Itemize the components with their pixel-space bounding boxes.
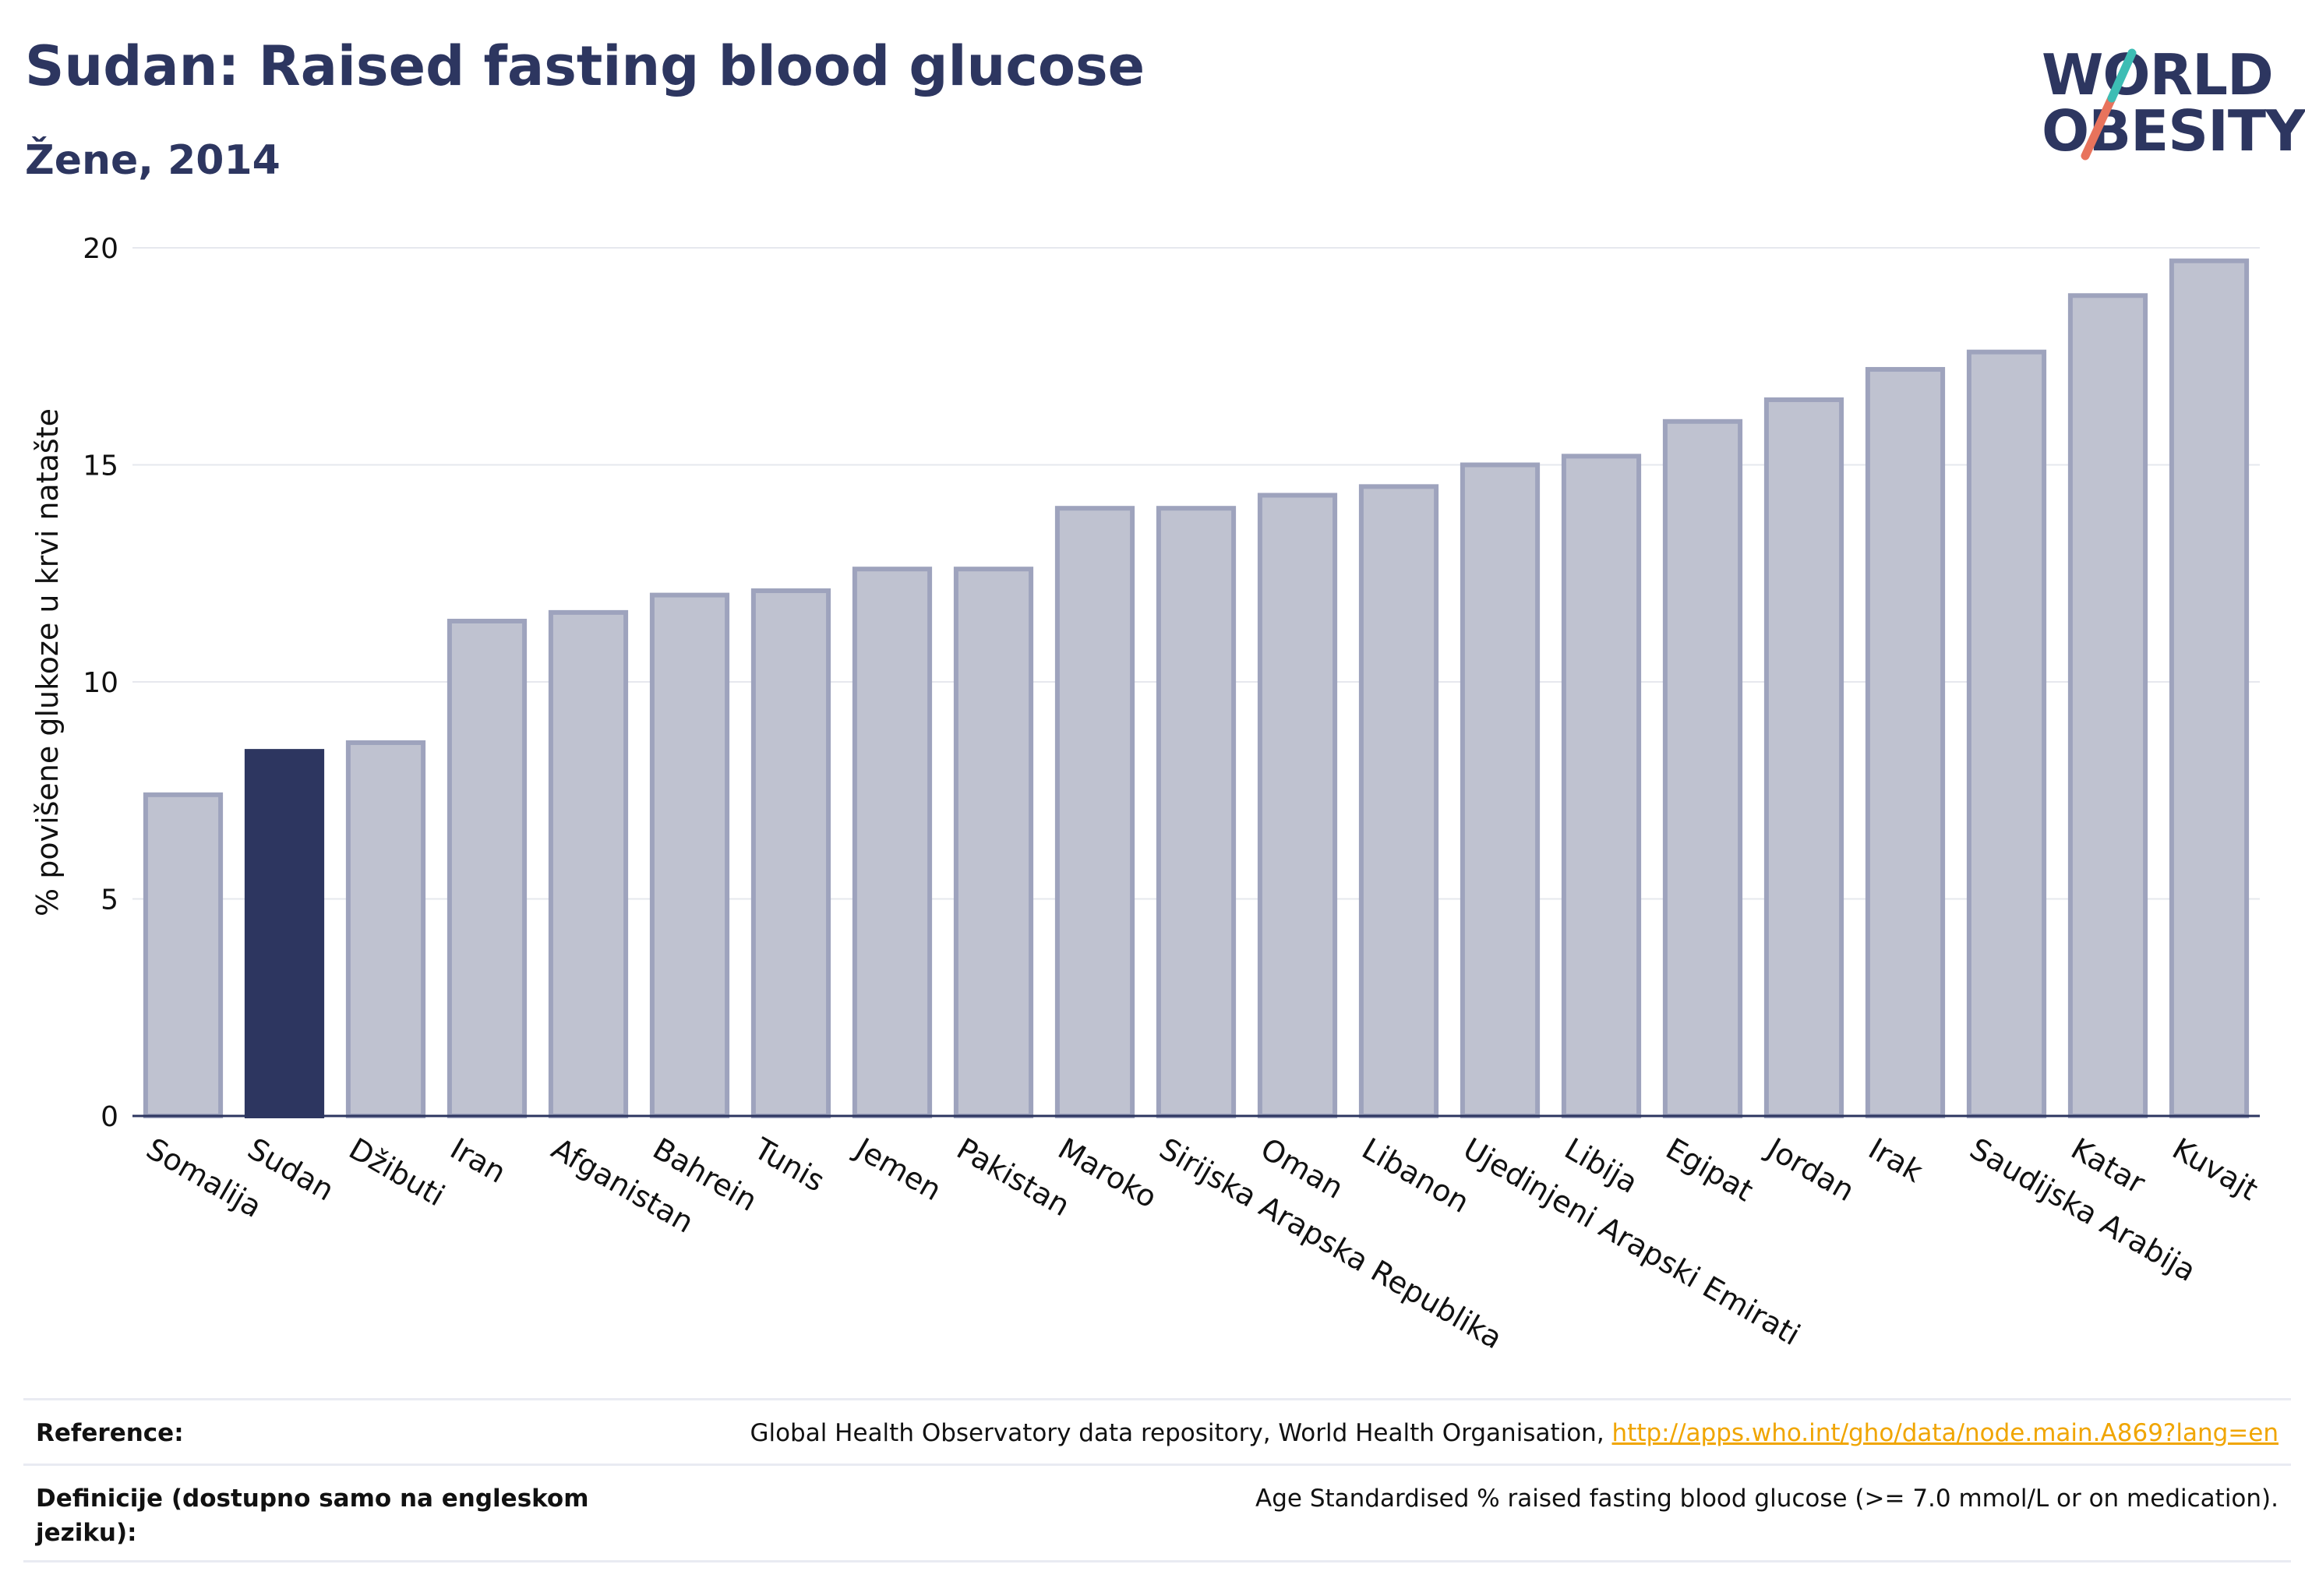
bar-pakistan[interactable] <box>953 567 1034 1118</box>
bar-džibuti[interactable] <box>345 740 426 1118</box>
x-tick-label: Pakistan <box>951 1132 1076 1223</box>
bar-egipat[interactable] <box>1662 418 1743 1118</box>
bar-bahrein[interactable] <box>649 592 730 1118</box>
bar-katar[interactable] <box>2067 293 2148 1118</box>
y-tick-labels: 0 5 10 15 20 <box>83 233 118 1133</box>
logo-slash-icon <box>2081 48 2137 161</box>
x-tick-label: Iran <box>445 1132 512 1190</box>
page-title: Sudan: Raised fasting blood glucose <box>25 34 1145 98</box>
y-tick-label: 15 <box>83 450 118 482</box>
world-obesity-logo: WORLD OBESITY <box>2042 30 2305 170</box>
bar-iran[interactable] <box>447 619 528 1118</box>
x-tick-label: Jordan <box>1760 1131 1860 1209</box>
y-tick-label: 10 <box>83 667 118 699</box>
definition-row: Definicije (dostupno samo na engleskom j… <box>23 1464 2291 1562</box>
bar-ujedinjeni-arapski-emirati[interactable] <box>1460 462 1541 1118</box>
x-tick-label: Irak <box>1863 1132 1929 1189</box>
x-tick-label: Džibuti <box>344 1132 451 1213</box>
bar-oman[interactable] <box>1257 493 1338 1118</box>
page-subtitle: Žene, 2014 <box>25 137 281 184</box>
bar-libija[interactable] <box>1561 454 1642 1118</box>
bar-jordan[interactable] <box>1763 397 1844 1118</box>
x-tick-label: Jemen <box>849 1131 948 1208</box>
bar-saudijska-arabija[interactable] <box>1966 349 2047 1118</box>
reference-value: Global Health Observatory data repositor… <box>750 1416 2279 1450</box>
definition-label: Definicije (dostupno samo na engleskom j… <box>36 1485 589 1547</box>
bar-sudan[interactable] <box>244 749 325 1118</box>
bar-sirijska-arapska-republika[interactable] <box>1156 506 1237 1118</box>
bar-somalija[interactable] <box>143 792 224 1118</box>
bar-libanon[interactable] <box>1358 484 1439 1118</box>
reference-link[interactable]: http://apps.who.int/gho/data/node.main.A… <box>1611 1419 2279 1447</box>
bar-afganistan[interactable] <box>548 609 629 1118</box>
reference-label: Reference: <box>36 1419 184 1447</box>
bar-maroko[interactable] <box>1054 506 1135 1118</box>
y-tick-label: 0 <box>101 1101 118 1133</box>
bar-jemen[interactable] <box>852 567 933 1118</box>
bar-tunis[interactable] <box>750 588 831 1118</box>
x-tick-label: Egipat <box>1661 1132 1760 1209</box>
footer-bottom-border <box>23 1560 2291 1562</box>
logo-text-world: WORLD <box>2042 42 2274 108</box>
reference-row: Reference: Global Health Observatory dat… <box>23 1398 2291 1466</box>
bar-irak[interactable] <box>1865 366 1946 1118</box>
x-tick-label: Kuvajt <box>2167 1132 2264 1207</box>
x-tick-label: Somalija <box>141 1132 268 1224</box>
definition-value: Age Standardised % raised fasting blood … <box>1255 1485 2279 1513</box>
x-tick-label: Libanon <box>1357 1132 1475 1220</box>
bars <box>132 258 2260 1119</box>
y-tick-label: 5 <box>101 885 118 916</box>
y-axis-label: % povišene glukoze u krvi natašte <box>30 408 65 916</box>
y-tick-label: 20 <box>83 233 118 265</box>
reference-text: Global Health Observatory data repositor… <box>750 1419 1612 1447</box>
bar-kuvajt[interactable] <box>2169 258 2250 1119</box>
